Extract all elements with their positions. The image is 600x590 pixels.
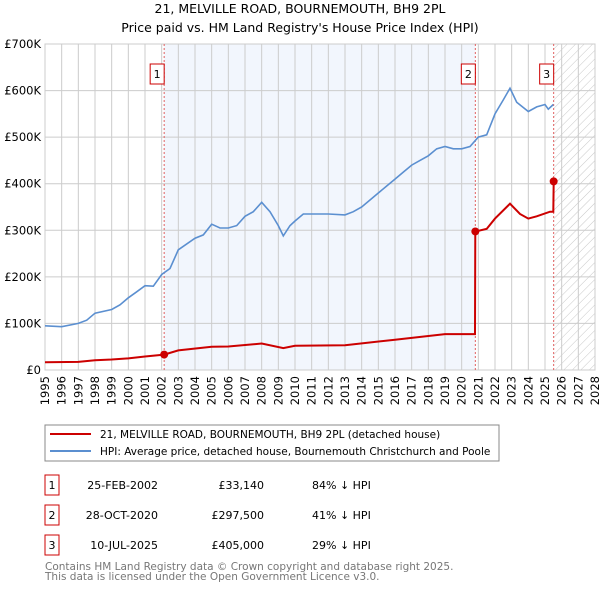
- sale-marker-box: [460, 63, 476, 85]
- y-tick-label: £0: [26, 363, 41, 377]
- legend-label-property: 21, MELVILLE ROAD, BOURNEMOUTH, BH9 2PL …: [100, 429, 440, 441]
- sale-point: [549, 177, 558, 186]
- transaction-number-box: [44, 504, 60, 526]
- x-tick-label: 2017: [405, 376, 419, 405]
- sale-marker-label: 3: [543, 68, 550, 81]
- transaction-price: £33,140: [219, 479, 265, 492]
- x-tick-label: 2002: [155, 376, 169, 405]
- transaction-hpi-diff: 84% ↓ HPI: [312, 479, 371, 492]
- x-tick-label: 2012: [321, 376, 335, 405]
- transaction-number: 2: [49, 509, 56, 522]
- x-tick-label: 2024: [521, 376, 535, 405]
- x-tick-label: 2014: [355, 376, 369, 405]
- x-tick-label: 2009: [271, 376, 285, 405]
- x-tick-label: 2026: [555, 376, 569, 405]
- x-tick-label: 2007: [238, 376, 252, 405]
- forecast-hatch-region: [553, 44, 595, 370]
- sale-marker-box: [539, 63, 555, 85]
- x-tick-label: 1998: [88, 376, 102, 405]
- transaction-row: 1 25-FEB-2002 £33,140 84% ↓ HPI: [44, 474, 371, 496]
- x-tick-label: 2023: [505, 376, 519, 405]
- ownership-shaded-region: [164, 44, 476, 370]
- transaction-number-box: [44, 474, 60, 496]
- footer-line-2: This data is licensed under the Open Gov…: [44, 571, 380, 583]
- transaction-date: 25-FEB-2002: [87, 479, 158, 492]
- legend-box: [44, 424, 500, 462]
- sale-point: [160, 350, 169, 359]
- x-tick-label: 1996: [55, 376, 69, 405]
- x-tick-label: 2022: [488, 376, 502, 405]
- sale-marker-label: 1: [154, 68, 161, 81]
- x-tick-label: 2006: [221, 376, 235, 405]
- hpi-line: [44, 86, 554, 328]
- x-tick-label: 2013: [338, 376, 352, 405]
- x-tick-label: 2004: [188, 376, 202, 405]
- footer-line-1: Contains HM Land Registry data © Crown c…: [45, 561, 453, 573]
- x-tick-label: 1999: [105, 376, 119, 405]
- transaction-number: 1: [49, 479, 56, 492]
- x-tick-label: 2010: [288, 376, 302, 405]
- transaction-number: 3: [49, 539, 56, 552]
- y-tick-label: £300K: [4, 223, 41, 237]
- x-tick-label: 2027: [571, 376, 585, 405]
- plot-frame: [44, 43, 596, 371]
- transaction-hpi-diff: 41% ↓ HPI: [312, 509, 371, 522]
- sale-marker-label: 2: [465, 68, 472, 81]
- x-tick-label: 2001: [138, 376, 152, 405]
- property-price-line: [44, 181, 555, 364]
- transaction-price: £297,500: [212, 509, 265, 522]
- transaction-number-box: [44, 534, 60, 556]
- sale-point: [471, 227, 480, 236]
- y-tick-label: £500K: [4, 130, 41, 144]
- legend-label-hpi: HPI: Average price, detached house, Bour…: [100, 446, 490, 458]
- sale-marker-box: [149, 63, 165, 85]
- transaction-row: 2 28-OCT-2020 £297,500 41% ↓ HPI: [44, 504, 371, 526]
- y-tick-label: £400K: [4, 177, 41, 191]
- x-tick-label: 1995: [38, 376, 52, 405]
- transaction-price: £405,000: [212, 539, 265, 552]
- x-tick-label: 2015: [371, 376, 385, 405]
- x-tick-label: 2016: [388, 376, 402, 405]
- y-tick-label: £700K: [4, 37, 41, 51]
- x-tick-label: 2028: [588, 376, 600, 405]
- x-tick-label: 2018: [421, 376, 435, 405]
- transaction-hpi-diff: 29% ↓ HPI: [312, 539, 371, 552]
- x-tick-label: 2000: [121, 376, 135, 405]
- transaction-date: 28-OCT-2020: [86, 509, 158, 522]
- x-tick-label: 2003: [171, 376, 185, 405]
- chart-title: 21, MELVILLE ROAD, BOURNEMOUTH, BH9 2PL: [155, 1, 446, 16]
- x-tick-label: 2011: [305, 376, 319, 405]
- x-tick-label: 2008: [255, 376, 269, 405]
- y-tick-label: £100K: [4, 316, 41, 330]
- x-tick-label: 1997: [71, 376, 85, 405]
- x-tick-label: 2025: [538, 376, 552, 405]
- x-tick-label: 2020: [455, 376, 469, 405]
- x-tick-label: 2005: [205, 376, 219, 405]
- x-tick-label: 2019: [438, 376, 452, 405]
- transaction-date: 10-JUL-2025: [90, 539, 158, 552]
- x-tick-label: 2021: [471, 376, 485, 405]
- chart-subtitle: Price paid vs. HM Land Registry's House …: [121, 20, 478, 35]
- y-tick-label: £600K: [4, 84, 41, 98]
- y-tick-label: £200K: [4, 270, 41, 284]
- transaction-row: 3 10-JUL-2025 £405,000 29% ↓ HPI: [44, 534, 371, 556]
